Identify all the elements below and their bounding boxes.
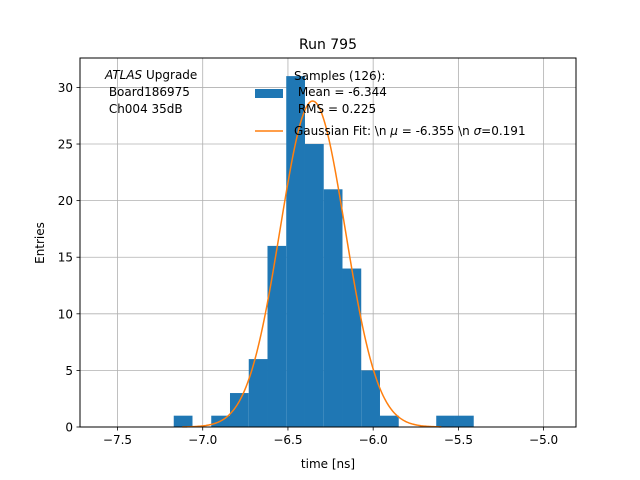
legend-hist-swatch	[255, 89, 283, 98]
histogram-bar	[248, 359, 268, 427]
legend-fit-mu: μ	[389, 124, 398, 138]
legend-hist-line-1: Samples (126):	[294, 69, 385, 83]
axis-ticks: −7.5 −7.0 −6.5 −6.0 −5.5 −5.0 0 5 10 15 20 25 30	[58, 81, 558, 447]
x-tick-label: −5.5	[444, 433, 473, 447]
y-tick-label: 20	[58, 194, 73, 208]
histogram-bar	[229, 393, 249, 427]
y-axis-label: Entries	[33, 222, 47, 264]
legend: Samples (126): Mean = -6.344 RMS = 0.225…	[255, 69, 526, 138]
legend-fit-part-3: =0.191	[481, 124, 525, 138]
annotation-upgrade: Upgrade	[142, 68, 197, 82]
y-tick-label: 15	[58, 251, 73, 265]
x-tick-label: −5.0	[529, 433, 558, 447]
axes-frame	[79, 57, 577, 428]
x-tick-label: −7.5	[103, 433, 132, 447]
histogram-bar	[454, 415, 474, 427]
histogram-bar	[267, 245, 287, 427]
y-tick-label: 5	[65, 364, 73, 378]
y-tick-label: 25	[58, 138, 73, 152]
histogram-bar	[342, 268, 362, 427]
annotation-line-3: Ch004 35dB	[105, 102, 183, 116]
legend-fit-part-1: Gaussian Fit: \n	[294, 124, 390, 138]
histogram-bar	[379, 415, 399, 427]
chart-title: Run 795	[299, 37, 357, 53]
legend-hist-line-3: RMS = 0.225	[294, 102, 376, 116]
x-tick-label: −6.0	[359, 433, 388, 447]
gaussian-fit-layer	[182, 100, 442, 428]
histogram-bar	[323, 189, 343, 427]
x-tick-label: −6.5	[273, 433, 302, 447]
histogram-bar	[436, 415, 455, 427]
y-tick-label: 10	[58, 307, 73, 321]
y-tick-label: 30	[58, 81, 73, 95]
x-axis-label: time [ns]	[301, 457, 355, 471]
histogram-bar	[304, 144, 324, 427]
atlas-annotation: ATLAS Upgrade Board186975 Ch004 35dB	[104, 68, 197, 116]
legend-hist-line-2: Mean = -6.344	[294, 85, 387, 99]
annotation-line-1: ATLAS Upgrade	[104, 68, 197, 82]
histogram-bars	[173, 76, 474, 428]
y-tick-label: 0	[65, 421, 73, 435]
legend-fit-label: Gaussian Fit: \n μ = -6.355 \n σ=0.191	[294, 124, 526, 138]
histogram-bar	[361, 370, 380, 427]
annotation-atlas: ATLAS	[104, 68, 143, 82]
legend-fit-part-2: = -6.355 \n	[398, 124, 474, 138]
legend-fit-sigma: σ	[474, 124, 482, 138]
gaussian-fit-curve	[182, 100, 442, 428]
histogram-bar	[173, 415, 193, 427]
x-tick-label: −7.0	[188, 433, 217, 447]
annotation-line-2: Board186975	[105, 85, 190, 99]
